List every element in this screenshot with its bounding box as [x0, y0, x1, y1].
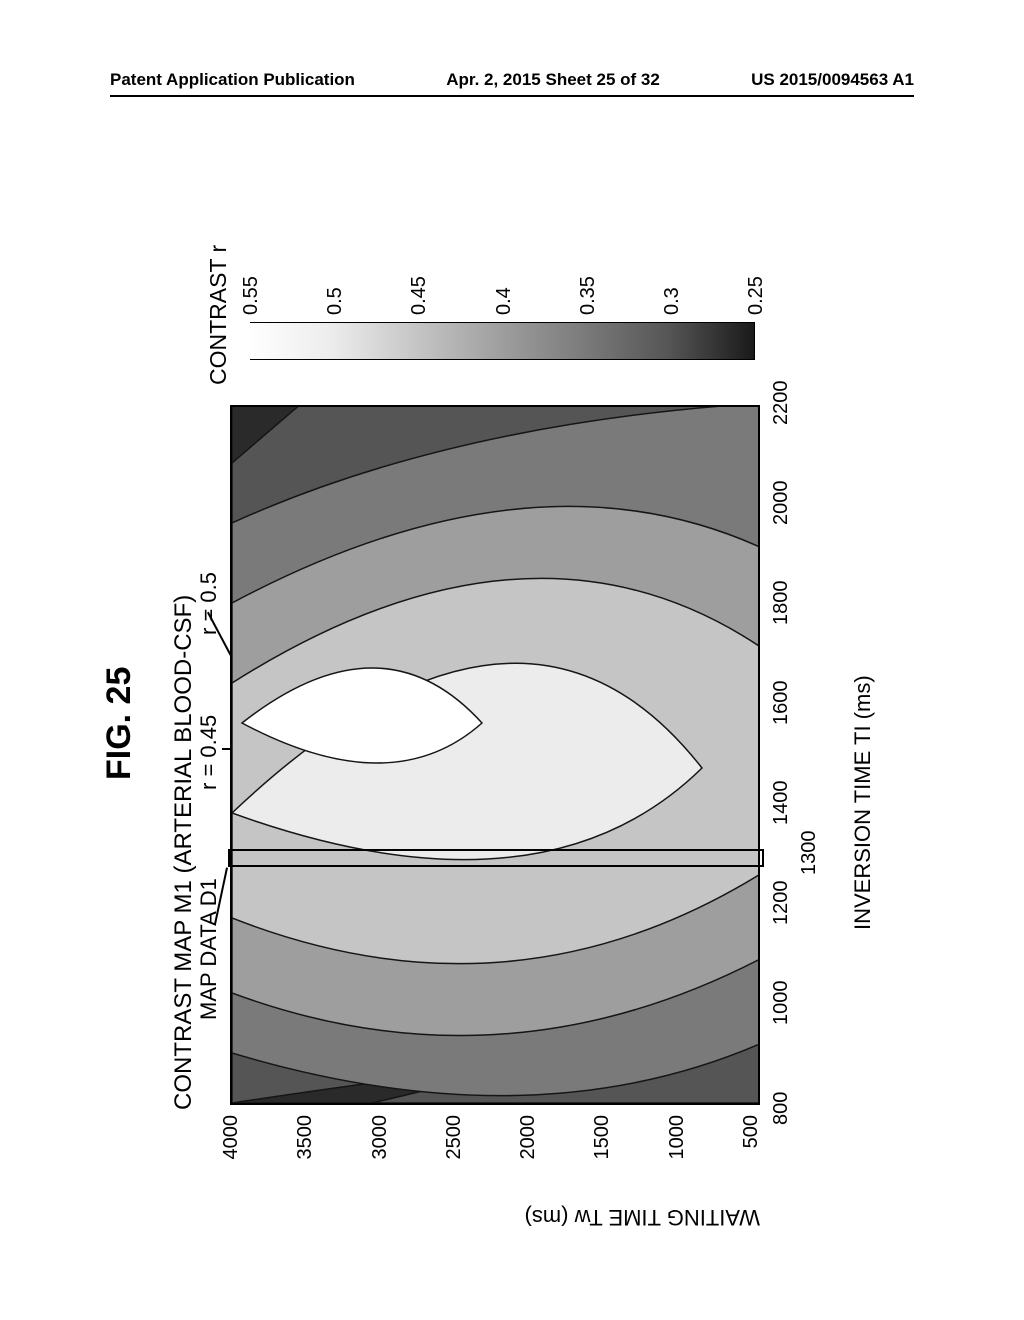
x-tick: 2200 — [770, 381, 793, 426]
colorbar-title: CONTRAST r — [205, 245, 232, 385]
y-tick: 4000 — [220, 1115, 243, 1170]
page-header: Patent Application Publication Apr. 2, 2… — [0, 70, 1024, 90]
colorbar — [250, 322, 755, 360]
header-left: Patent Application Publication — [110, 70, 355, 90]
x-tick: 800 — [770, 1092, 793, 1125]
header-right: US 2015/0094563 A1 — [751, 70, 914, 90]
x-tick: 1400 — [770, 781, 793, 826]
y-axis-ticks: 5001000150020002500300035004000 — [230, 1115, 770, 1170]
y-tick: 1000 — [666, 1115, 689, 1170]
colorbar-segment — [416, 323, 501, 359]
x-tick: 1200 — [770, 881, 793, 926]
x-tick: 1000 — [770, 981, 793, 1026]
colorbar-segment — [501, 323, 586, 359]
colorbar-segment — [669, 323, 754, 359]
y-tick: 2500 — [443, 1115, 466, 1170]
x-tick: 2000 — [770, 481, 793, 526]
x-extra-tick: 1300 — [798, 831, 821, 876]
x-axis-label: INVERSION TIME TI (ms) — [850, 675, 876, 930]
figure-rotated: FIG. 25 CONTRAST MAP M1 (ARTERIAL BLOOD-… — [80, 140, 944, 1260]
annotation-r045: r = 0.45 — [196, 715, 222, 790]
colorbar-tick: 0.55 — [240, 276, 263, 315]
y-axis-label: WAITING TIME Tw (ms) — [240, 1204, 760, 1230]
y-tick: 3000 — [369, 1115, 392, 1170]
figure-number: FIG. 25 — [100, 667, 139, 780]
y-tick: 2000 — [517, 1115, 540, 1170]
x-tick: 1600 — [770, 681, 793, 726]
colorbar-segment — [248, 323, 333, 359]
figure-container: FIG. 25 CONTRAST MAP M1 (ARTERIAL BLOOD-… — [80, 140, 944, 1260]
y-tick: 1500 — [591, 1115, 614, 1170]
colorbar-tick: 0.35 — [577, 276, 600, 315]
y-tick: 500 — [740, 1115, 763, 1170]
colorbar-segment — [585, 323, 670, 359]
header-rule — [110, 95, 914, 97]
plot-area — [230, 405, 760, 1105]
colorbar-segment — [332, 323, 417, 359]
colorbar-tick: 0.45 — [408, 276, 431, 315]
chart-title: CONTRAST MAP M1 (ARTERIAL BLOOD-CSF) — [170, 595, 198, 1110]
map-data-d1-highlight — [228, 849, 764, 867]
y-tick: 3500 — [294, 1115, 317, 1170]
annotation-r05: r = 0.5 — [196, 572, 222, 635]
x-tick: 1800 — [770, 581, 793, 626]
colorbar-tick: 0.4 — [493, 287, 516, 315]
colorbar-tick: 0.3 — [661, 287, 684, 315]
contour-svg — [232, 405, 760, 1103]
colorbar-tick: 0.25 — [745, 276, 768, 315]
colorbar-tick: 0.5 — [324, 287, 347, 315]
header-center: Apr. 2, 2015 Sheet 25 of 32 — [446, 70, 660, 90]
